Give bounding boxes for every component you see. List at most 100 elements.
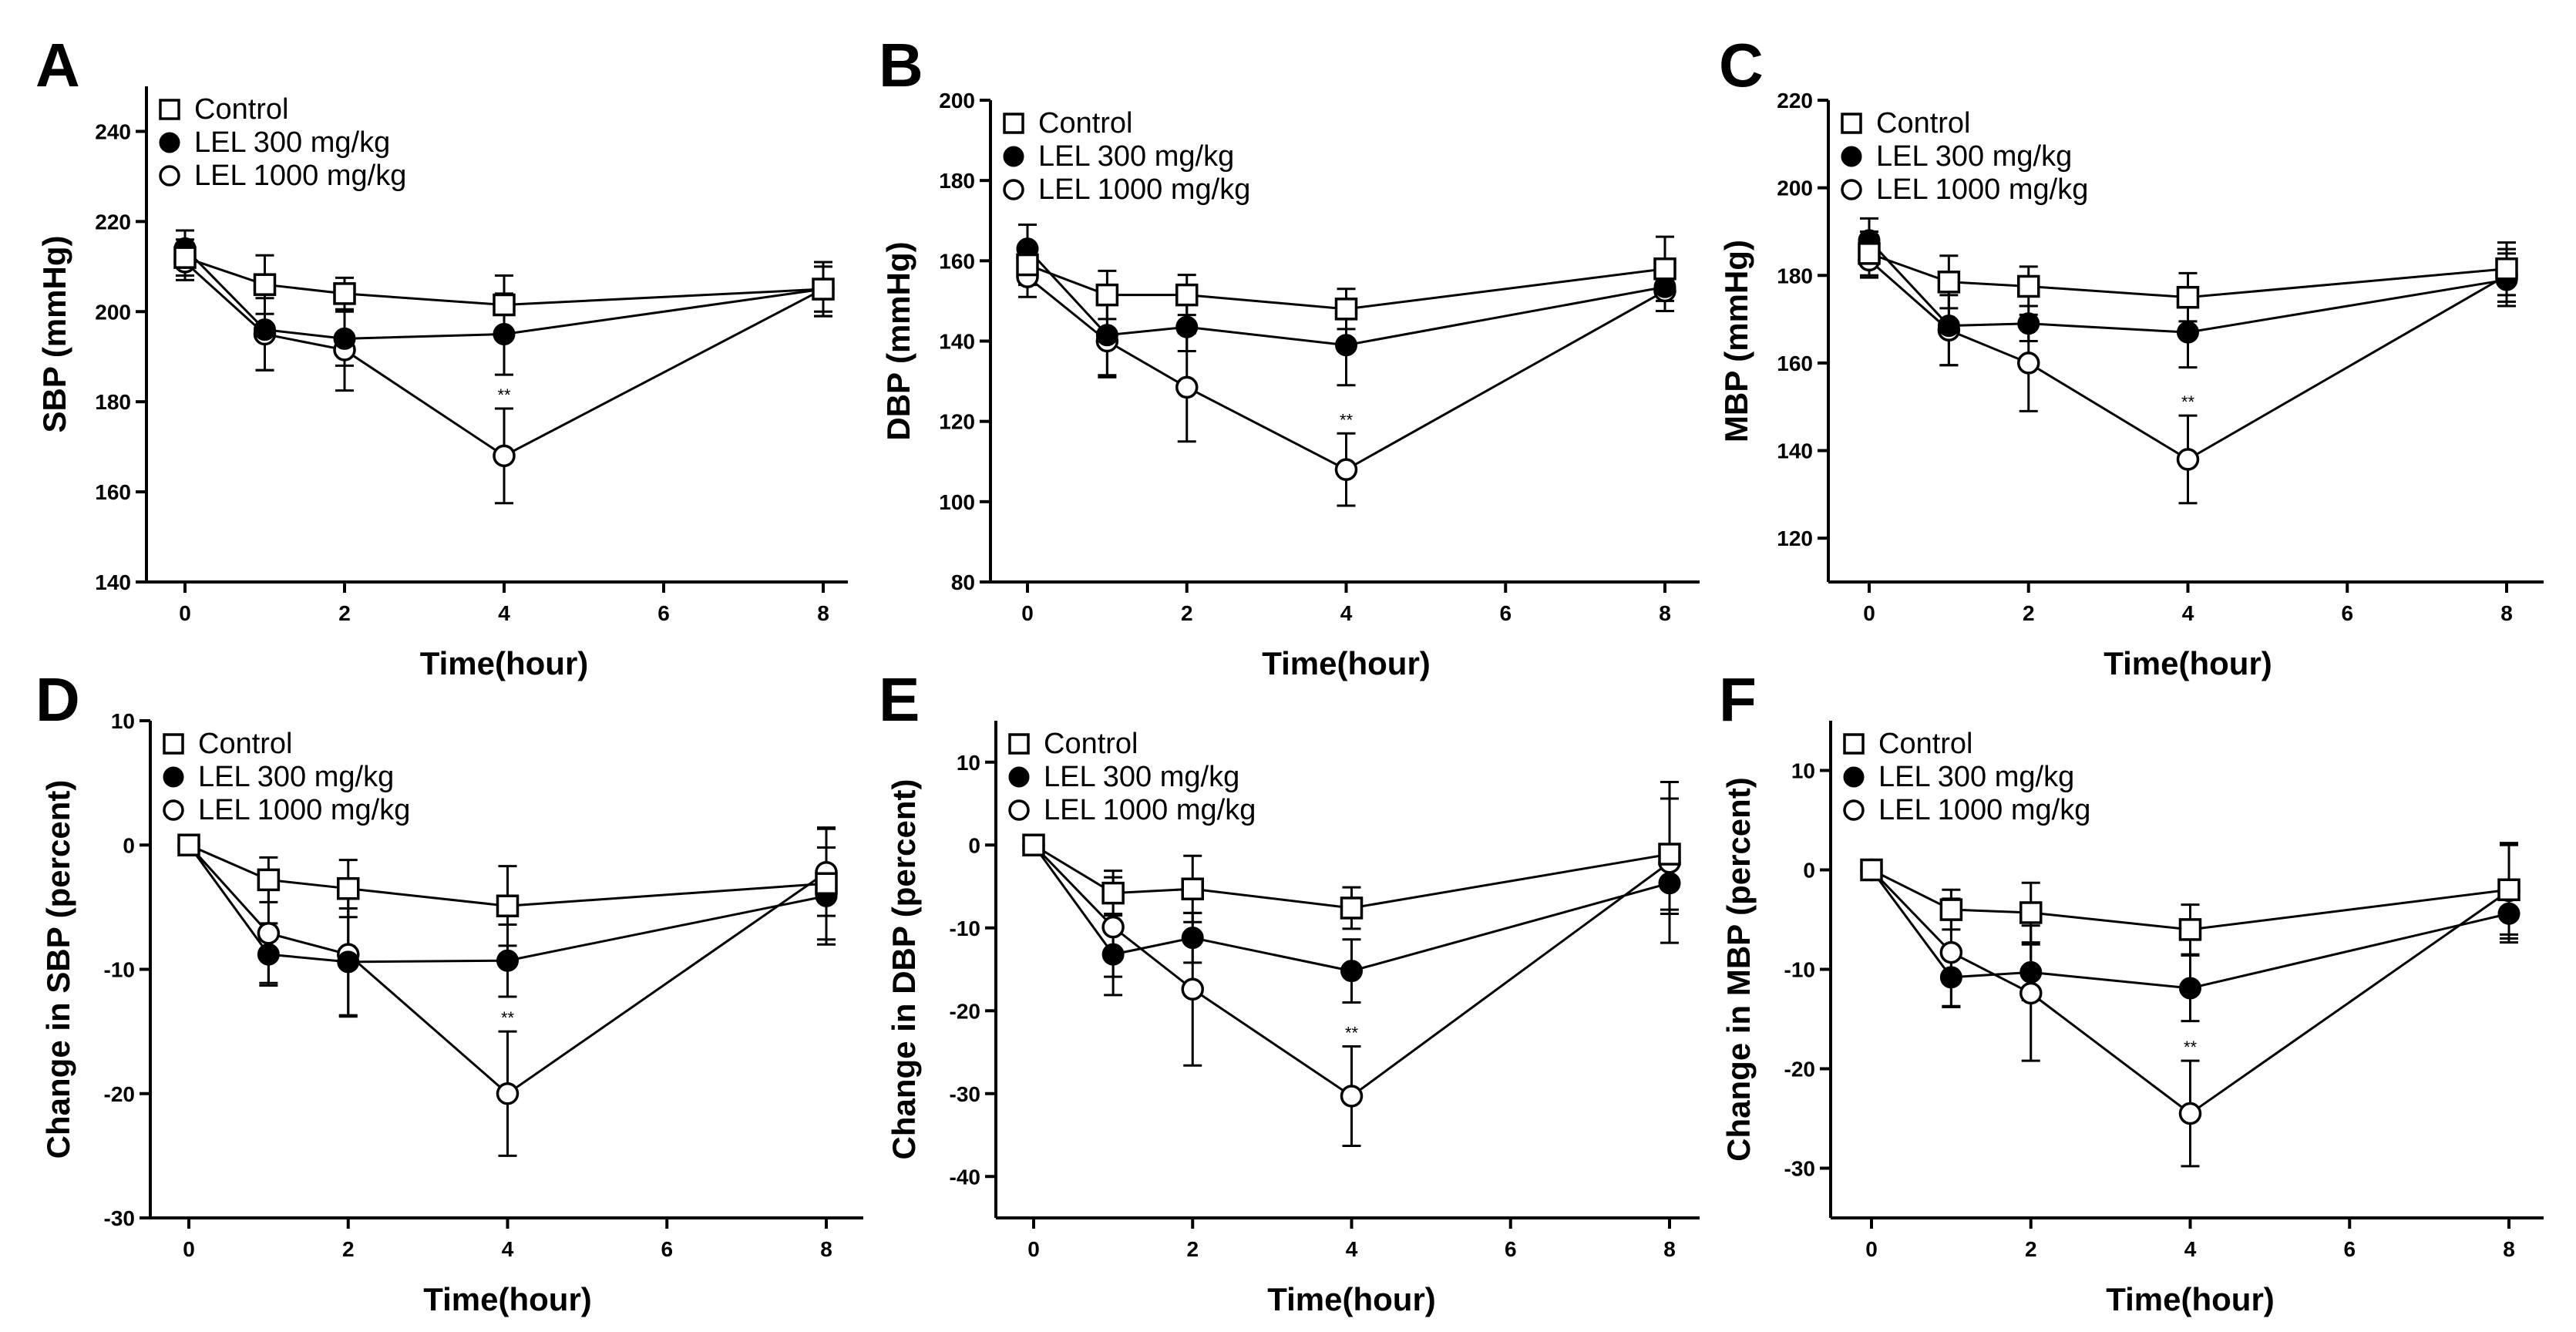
legend-marker [1843, 799, 1865, 821]
significance-label: ** [1340, 410, 1354, 429]
x-axis-title: Time(hour) [420, 645, 589, 681]
data-point [2497, 902, 2521, 925]
y-tick-label: -30 [104, 1206, 135, 1230]
y-tick-label: 10 [957, 751, 980, 775]
data-point [1653, 257, 1676, 281]
data-point [2017, 274, 2040, 298]
data-point [333, 327, 356, 350]
panel-c: C 120 140 160 180 200 220 0 2 4 6 8 Time(hour) MBP (m… [1718, 31, 2544, 681]
y-axis-title: Change in SBP (percent) [40, 780, 76, 1159]
x-tick-label: 0 [183, 1237, 195, 1261]
y-tick-label: 10 [111, 709, 135, 733]
data-point [1101, 915, 1125, 939]
y-tick-label: 120 [939, 410, 975, 434]
x-axis-title: Time(hour) [2106, 1281, 2275, 1317]
legend-marker [1841, 179, 1862, 200]
legend-label: LEL 1000 mg/kg [1878, 794, 2090, 826]
legend-label: Control [1038, 107, 1133, 140]
x-axis-title: Time(hour) [1262, 645, 1431, 681]
legend-label: LEL 300 mg/kg [1878, 761, 2074, 793]
y-tick-label: -10 [1784, 958, 1815, 982]
legend-marker [159, 132, 180, 153]
data-point [2017, 312, 2040, 335]
data-point [1939, 940, 1963, 964]
legend-label: LEL 300 mg/kg [194, 126, 390, 159]
y-tick-label: -30 [950, 1082, 980, 1106]
legend-label: Control [198, 728, 293, 760]
legend-marker [1008, 733, 1030, 755]
data-point [1101, 943, 1125, 966]
y-tick-label: 120 [1777, 526, 1813, 550]
data-point [812, 278, 835, 301]
significance-label: ** [2181, 392, 2195, 412]
panel-letter: F [1719, 665, 1757, 734]
legend-label: Control [1044, 728, 1138, 760]
data-point [1181, 977, 1204, 1001]
data-point [2179, 977, 2201, 1000]
data-point [1937, 271, 1961, 294]
x-tick-label: 8 [817, 601, 829, 625]
data-point [257, 921, 281, 945]
x-tick-label: 0 [179, 601, 191, 625]
x-tick-label: 2 [1181, 601, 1193, 625]
legend-marker [1841, 146, 1862, 167]
data-point [2178, 918, 2202, 941]
data-point [493, 444, 516, 468]
significance-label: ** [2184, 1038, 2198, 1057]
x-tick-label: 6 [1505, 1237, 1517, 1261]
legend-marker [163, 766, 184, 788]
data-point [1334, 298, 1358, 321]
legend-marker [159, 99, 180, 120]
y-tick-label: 180 [1777, 264, 1813, 288]
data-point [2019, 960, 2043, 984]
x-tick-label: 8 [2500, 601, 2513, 625]
legend-label: Control [1878, 728, 1973, 760]
legend-label: LEL 300 mg/kg [1044, 761, 1239, 793]
data-point [2176, 285, 2200, 309]
x-tick-label: 0 [1027, 1237, 1040, 1261]
x-axis-title: Time(hour) [1267, 1281, 1436, 1317]
data-point [1939, 898, 1963, 921]
data-point [1175, 375, 1199, 399]
y-tick-label: 140 [1777, 439, 1813, 463]
y-tick-label: 140 [95, 570, 131, 594]
x-tick-label: 4 [502, 1237, 514, 1261]
y-tick-label: -20 [1784, 1058, 1815, 1081]
panel-d: D -30 -20 -10 0 10 0 2 4 6 8 Time(hour) Change in SB… [35, 665, 863, 1317]
legend-label: Control [1876, 107, 1971, 140]
legend-label: LEL 1000 mg/kg [198, 794, 410, 826]
legend-marker [1843, 733, 1865, 755]
data-point [2176, 448, 2200, 471]
data-point [496, 1082, 520, 1105]
x-tick-label: 0 [1865, 1237, 1878, 1261]
data-point [2177, 321, 2199, 344]
data-point [1340, 1085, 1364, 1108]
data-point [337, 950, 360, 974]
data-point [2019, 901, 2043, 924]
x-tick-label: 6 [1499, 601, 1512, 625]
legend-marker [1003, 179, 1024, 200]
data-point [257, 868, 281, 892]
y-tick-label: -40 [950, 1165, 980, 1189]
data-point [1858, 242, 1881, 265]
y-tick-label: 10 [1791, 759, 1815, 783]
legend-label: LEL 300 mg/kg [1038, 140, 1234, 173]
x-tick-label: 2 [1186, 1237, 1199, 1261]
legend-marker [1843, 766, 1865, 788]
y-tick-label: 160 [1777, 352, 1813, 375]
y-tick-label: 240 [95, 119, 131, 143]
x-axis-title: Time(hour) [423, 1281, 592, 1317]
data-point [1860, 858, 1883, 882]
y-tick-label: 80 [951, 570, 975, 594]
y-tick-label: -10 [950, 917, 980, 940]
data-point [496, 949, 519, 972]
panel-a: A 140 160 180 200 220 240 0 2 4 6 8 Time(hour) SBP (m… [35, 31, 848, 681]
panel-e: E -40 -30 -20 -10 0 10 0 2 4 6 8 Time(hour) Change in… [879, 665, 1700, 1317]
data-point [1101, 881, 1125, 905]
x-tick-label: 8 [1659, 601, 1671, 625]
data-point [254, 318, 276, 341]
y-tick-label: 160 [939, 249, 975, 273]
y-tick-label: 180 [95, 390, 131, 414]
y-tick-label: 200 [1777, 177, 1813, 200]
panel-letter: B [879, 31, 923, 99]
